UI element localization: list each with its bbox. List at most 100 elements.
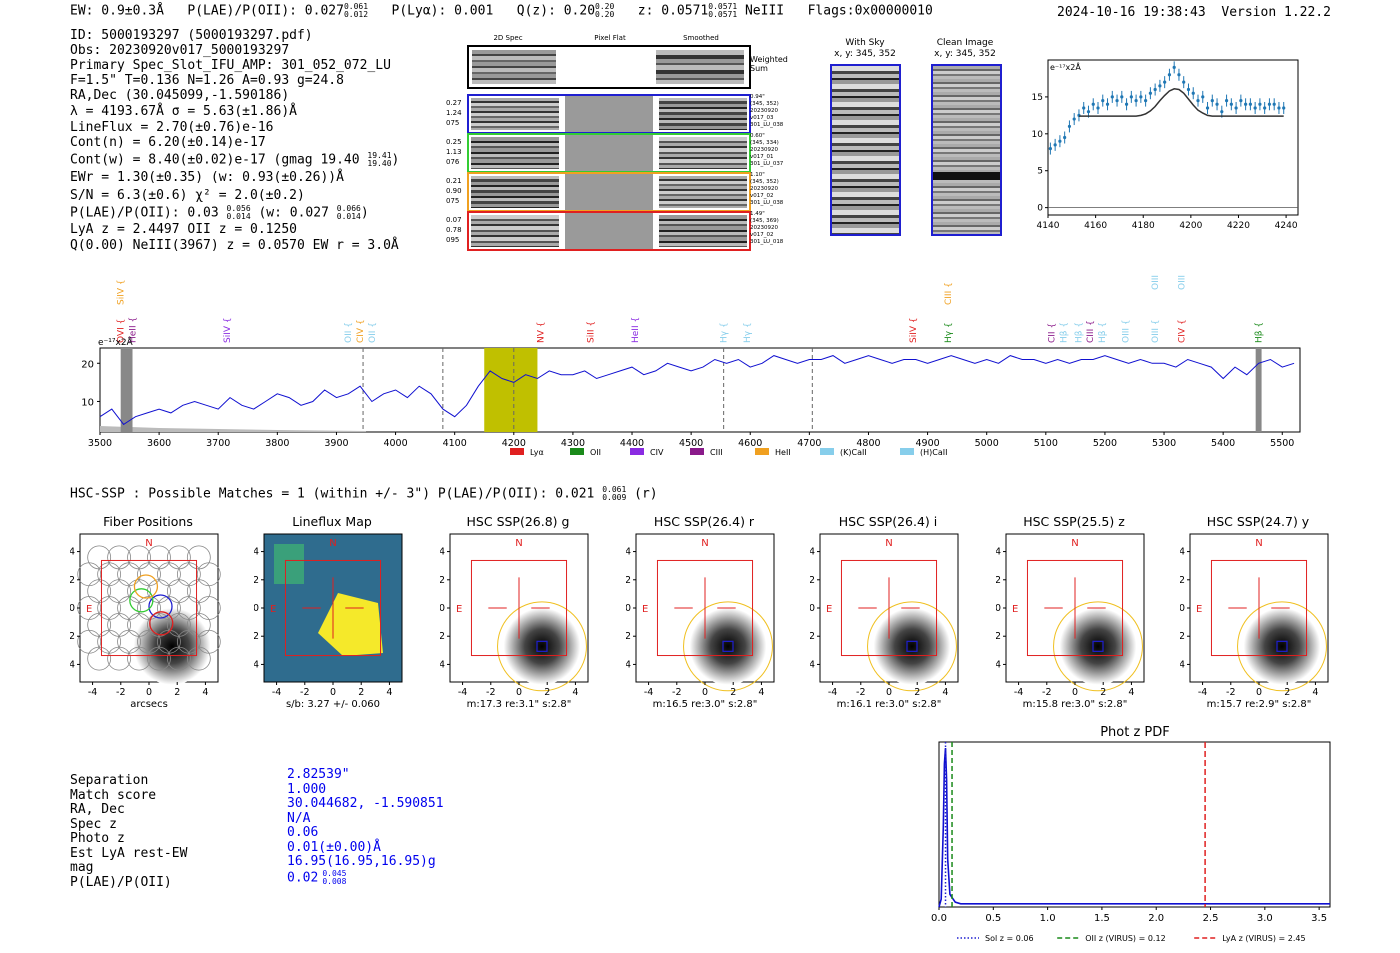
fiber-meta-line: 301_LU_038 [750,122,784,128]
match-label: Separation [70,773,149,788]
photz-title: Phot z PDF [1100,725,1170,740]
galaxy [873,608,951,685]
x-tick-label: 4100 [443,438,467,449]
x-tick-label: 4900 [915,438,939,449]
hsc-header: HSC-SSP : Possible Matches = 1 (within +… [70,486,658,502]
y-tick-label: 10 [81,397,94,408]
fiber-meta-line: (345, 352) [750,179,779,185]
data-point [1082,106,1086,110]
legend-label: CIV [650,448,664,457]
highlight-fiber [133,574,159,599]
emission-line-label: CIII { [944,282,954,305]
data-point [1248,102,1252,106]
y-tick-label: 0 [626,603,631,614]
fiber-meta-line: 0.60" [750,133,765,139]
compass-north: N [329,538,336,549]
legend-label: (H)CaII [920,448,947,457]
pdf-line [938,747,1330,908]
x-tick-label: 4 [1128,687,1134,698]
y-tick-label: 0 [1180,603,1185,614]
x-tick-label: 4160 [1084,221,1107,231]
emission-line-label: CIV { [356,319,366,343]
data-point [1058,139,1062,143]
x-tick-label: 2.0 [1148,913,1164,924]
hsc-header-end: (r) [634,486,658,502]
match-value: 1.000 [287,782,444,798]
info-contn: Cont(n) = 6.20(±0.14)e-17 [70,135,266,150]
data-point [1229,102,1233,106]
y-tick-label: -2 [440,631,445,642]
fiber-circle [167,646,191,671]
photz-frame [938,741,1331,908]
fiber-stat: 076 [446,158,460,166]
header-line-name: NeIII [744,3,785,19]
header-plae-lo: 0.012 [343,10,369,19]
emission-line-label: SiIV { [117,279,127,305]
info-contw-main: Cont(w) = 8.40(±0.02)e-17 (gmag 19.40 [70,152,360,168]
galaxy [1243,608,1321,685]
hsc-panel-title: HSC SSP(24.7) y [1207,514,1310,529]
y-tick-label: 2 [626,575,631,586]
highlight-fiber [129,588,154,613]
x-tick-label: -2 [486,687,495,698]
y-tick-label: -2 [70,631,75,642]
emission-line-label: OII { [368,322,378,343]
fiber-meta-line: 1.10" [750,172,765,178]
y-tick-label: 2 [70,575,75,586]
header-z-lo: 0.0571 [708,10,738,19]
legend-swatch [510,448,524,455]
data-point [1191,91,1195,95]
fiber-row [467,172,751,212]
hsc-panel-title: Fiber Positions [103,514,193,529]
match-plae-sub: 0.045 0.008 [322,869,346,886]
x-tick-label: 4240 [1275,221,1298,231]
y-tick-label: 4 [70,547,75,558]
x-tick-label: 0 [330,687,336,698]
emission-line-label: NV { [536,322,546,343]
data-point [1086,110,1091,114]
x-tick-label: 0 [146,687,152,698]
info-q: Q(0.00) NeIII(3967) z = 0.0570 EW r = 3.… [70,238,399,253]
compass-east: E [456,604,462,615]
data-point [1244,102,1248,106]
fiber-stat: 075 [446,119,460,127]
x-tick-label: 3.0 [1257,913,1273,924]
header-qz-lo: 0.20 [595,10,615,19]
y-tick-label: 0 [1037,204,1043,214]
match-value-text: 0.01(±0.00)Å [287,839,381,855]
data-point [1277,106,1281,110]
x-tick-label: 0 [702,687,708,698]
emission-line-label: CIII { [1086,320,1096,343]
compass-north: N [1255,538,1262,549]
data-point [1210,98,1214,103]
fiber-stat: 0.21 [446,177,462,185]
y-tick-label: -2 [810,631,815,642]
fiber-stat: 0.78 [446,226,462,234]
y-tick-label: 4 [626,547,631,558]
clean-dark-band [933,172,1000,180]
fiber-stat: 0.90 [446,187,462,195]
x-tick-label: -2 [856,687,865,698]
fiber-stats: 0.27 1.24 075 [446,98,462,128]
match-label: P(LAE)/P(OII) [70,874,172,890]
emission-line-label: HeII { [128,317,138,343]
x-tick-label: 4200 [502,438,526,449]
masked-region [1255,348,1262,432]
legend-swatch [630,448,644,455]
data-point [1263,106,1267,110]
hsc-panel-title: HSC SSP(26.4) i [839,514,937,529]
y-tick-label: -2 [996,631,1001,642]
info-sn: S/N = 6.3(±0.6) χ² = 2.0(±0.2) [70,188,305,203]
match-value: 2.82539" [287,767,444,783]
y-tick-label: -4 [1180,659,1185,670]
lineflux-peak [318,593,383,656]
hsc-panel-caption: m:15.7 re:2.9" s:2.8" [1207,699,1312,710]
x-tick-label: 3600 [147,438,171,449]
info-contw-end: ) [391,152,400,168]
data-point [1182,80,1186,84]
aperture-circle [867,601,957,692]
emission-line-label: OII { [344,322,354,343]
x-tick-label: 4 [758,687,764,698]
legend-swatch [755,448,769,455]
aperture-circle [1237,601,1327,692]
